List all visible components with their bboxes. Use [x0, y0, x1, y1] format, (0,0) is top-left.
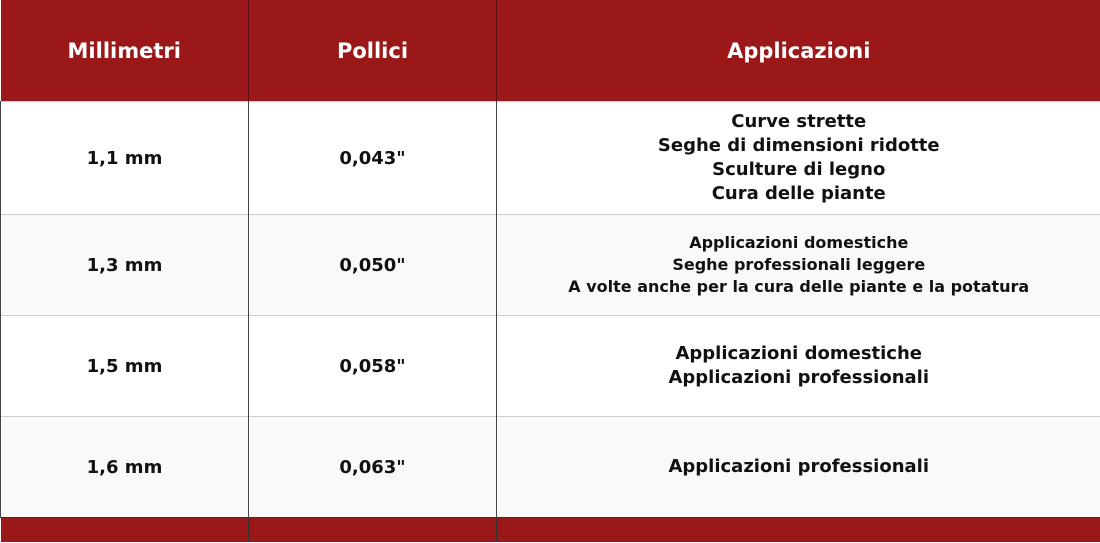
applications-cell: Applicazioni domestiche Seghe professiona…	[496, 214, 1100, 316]
inch-cell: 0,050"	[248, 214, 497, 316]
mm-cell: 1,6 mm	[0, 416, 249, 518]
footer-row	[0, 517, 1100, 542]
application-line: Applicazioni professionali	[668, 456, 930, 477]
header-row: Millimetri Pollici Applicazioni	[0, 0, 1100, 102]
application-line: Sculture di legno	[712, 159, 886, 180]
table-row: 1,1 mm 0,043" Curve strette Seghe di dimens…	[0, 101, 1100, 215]
application-line: Seghe professionali leggere	[672, 255, 926, 274]
mm-cell: 1,5 mm	[0, 315, 249, 417]
application-line: Seghe di dimensioni ridotte	[657, 135, 940, 156]
table-row: 1,3 mm 0,050" Applicazioni domestiche Seghe…	[0, 214, 1100, 316]
applications-cell: Applicazioni domestiche Applicazioni prof…	[496, 315, 1100, 417]
table-row: 1,6 mm 0,063" Applicazioni professionali	[0, 416, 1100, 518]
table-row: 1,5 mm 0,058" Applicazioni domestiche Appli…	[0, 315, 1100, 417]
footer-cell	[0, 517, 249, 542]
application-line: A volte anche per la cura delle piante e…	[568, 277, 1030, 296]
mm-cell: 1,1 mm	[0, 101, 249, 215]
application-line: Cura delle piante	[711, 183, 886, 204]
footer-cell	[496, 517, 1100, 542]
applications-cell: Applicazioni professionali	[496, 416, 1100, 518]
footer-cell	[248, 517, 497, 542]
inch-cell: 0,058"	[248, 315, 497, 417]
application-line: Applicazioni domestiche	[675, 343, 922, 364]
header-pollici: Pollici	[248, 0, 497, 102]
application-line: Curve strette	[731, 111, 867, 132]
inch-cell: 0,043"	[248, 101, 497, 215]
mm-cell: 1,3 mm	[0, 214, 249, 316]
inch-cell: 0,063"	[248, 416, 497, 518]
application-line: Applicazioni domestiche	[689, 233, 909, 252]
application-line: Applicazioni professionali	[668, 367, 930, 388]
header-millimetri: Millimetri	[0, 0, 249, 102]
applications-cell: Curve strette Seghe di dimensioni ridotte…	[496, 101, 1100, 215]
header-applicazioni: Applicazioni	[496, 0, 1100, 102]
